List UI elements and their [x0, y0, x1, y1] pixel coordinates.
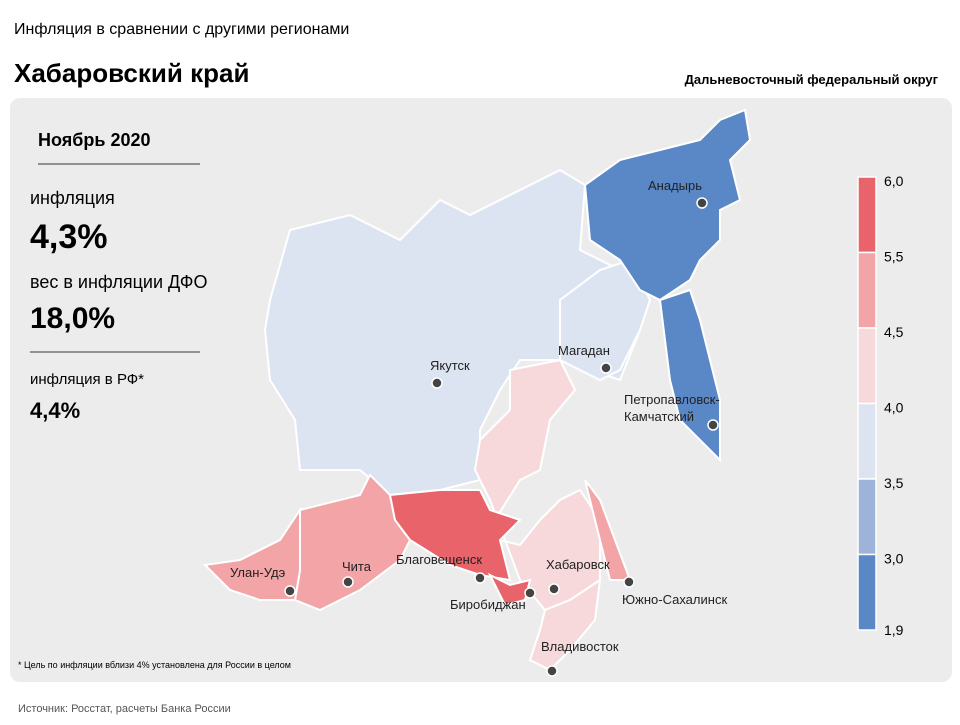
legend-band: [857, 251, 877, 329]
city-label: Чита: [342, 559, 372, 574]
legend-label: 3,0: [884, 551, 904, 567]
city-dot: [284, 585, 296, 597]
value: 4,4%: [30, 398, 80, 423]
source: Источник: Росстат, расчеты Банка России: [18, 703, 231, 715]
period: Ноябрь 2020: [38, 130, 150, 150]
cities: Анадырь Магадан Якутск Петропавловск-Камчат…: [230, 178, 727, 677]
legend-label: 4,0: [884, 400, 904, 416]
legend-band: [857, 402, 877, 480]
city-label: Магадан: [558, 343, 610, 358]
map: [202, 108, 752, 672]
city-dot: [623, 576, 635, 588]
legend-label: 3,5: [884, 475, 904, 491]
district: Дальневосточный федеральный округ: [685, 72, 939, 87]
city-label: Владивосток: [541, 639, 619, 654]
title: Хабаровский край: [14, 58, 249, 88]
legend-band: [857, 327, 877, 405]
region: [559, 258, 652, 382]
value: 18,0%: [30, 302, 115, 335]
city-dot: [696, 197, 708, 209]
city-dot: [342, 576, 354, 588]
city-label: Улан-Удэ: [230, 565, 286, 580]
legend-label: 6,0: [884, 173, 904, 189]
city-label: Якутск: [430, 358, 470, 373]
city-label: Петропавловск-Камчатский: [624, 392, 720, 424]
city-label: Благовещенск: [396, 552, 482, 567]
legend-label: 1,9: [884, 622, 904, 638]
legend-label: 5,5: [884, 249, 904, 265]
city-dot: [524, 587, 536, 599]
legend-band: [857, 478, 877, 556]
region: [583, 108, 752, 302]
city-label: Биробиджан: [450, 597, 526, 612]
label: инфляция в РФ*: [30, 371, 144, 388]
region: [202, 506, 301, 601]
label: инфляция: [30, 188, 115, 208]
city-dot: [548, 583, 560, 595]
legend: 6,0 5,5 4,5 4,0 3,5 3,0 1,9: [857, 173, 904, 638]
region: [658, 288, 721, 463]
city-label: Южно-Сахалинск: [622, 592, 727, 607]
legend-label: 4,5: [884, 324, 904, 340]
region: [528, 577, 602, 672]
legend-band: [857, 553, 877, 631]
legend-band: [857, 176, 877, 254]
city-dot: [707, 419, 719, 431]
region: [388, 489, 522, 582]
city-label: Хабаровск: [546, 557, 610, 572]
footnote: * Цель по инфляции вблизи 4% установлена…: [18, 660, 291, 670]
label: вес в инфляции ДФО: [30, 272, 208, 292]
city-dot: [546, 665, 558, 677]
value: 4,3%: [30, 218, 108, 256]
subtitle: Инфляция в сравнении с другими регионами: [14, 21, 349, 38]
city-label: Анадырь: [648, 178, 702, 193]
city-dot: [600, 362, 612, 374]
city-dot: [474, 572, 486, 584]
region: [473, 358, 601, 612]
city-dot: [431, 377, 443, 389]
